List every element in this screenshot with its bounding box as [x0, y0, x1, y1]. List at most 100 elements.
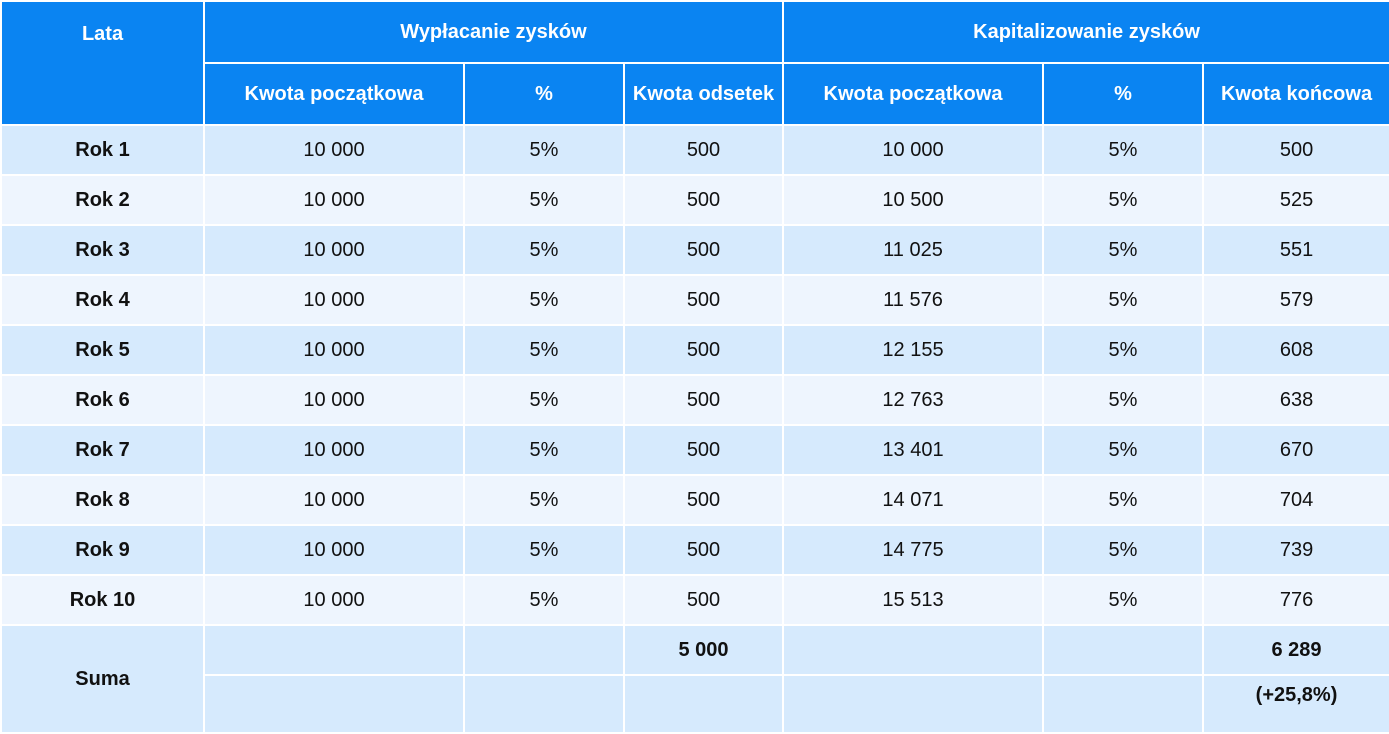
table-row: Rok 9 10 000 5% 500 14 775 5% 739	[0, 524, 1389, 576]
table-row: Rok 4 10 000 5% 500 11 576 5% 579	[0, 274, 1389, 326]
table-row: Rok 5 10 000 5% 500 12 155 5% 608	[0, 324, 1389, 376]
cap-start-cell: 10 500	[782, 174, 1044, 226]
table-row: Rok 8 10 000 5% 500 14 071 5% 704	[0, 474, 1389, 526]
table-row: Rok 7 10 000 5% 500 13 401 5% 670	[0, 424, 1389, 476]
payout-start-cell: 10 000	[203, 574, 465, 626]
payout-interest-cell: 500	[623, 174, 784, 226]
year-cell: Rok 5	[0, 324, 205, 376]
payout-pct-cell: 5%	[463, 324, 625, 376]
payout-pct-cell: 5%	[463, 424, 625, 476]
cap-pct-cell: 5%	[1042, 574, 1204, 626]
summary-empty-cell	[623, 674, 784, 734]
header-group-capitalize: Kapitalizowanie zysków	[781, 0, 1389, 64]
cap-end-cell: 551	[1201, 224, 1389, 276]
cap-start-cell: 15 513	[782, 574, 1044, 626]
header-cap-pct: %	[1042, 62, 1204, 126]
cap-end-cell: 776	[1201, 574, 1389, 626]
table-row: Rok 2 10 000 5% 500 10 500 5% 525	[0, 174, 1389, 226]
header-row-groups: Lata Wypłacanie zysków Kapitalizowanie z…	[0, 0, 1389, 126]
payout-start-cell: 10 000	[203, 174, 465, 226]
summary-row-totals: Suma 5 000 6 289	[0, 624, 1389, 734]
header-group-payout: Wypłacanie zysków	[203, 0, 784, 64]
summary-empty-cell	[1042, 674, 1204, 734]
summary-empty-cell	[782, 674, 1044, 734]
summary-empty-cell	[1042, 624, 1204, 676]
cap-pct-cell: 5%	[1042, 174, 1204, 226]
summary-row-gain: (+25,8%)	[1, 674, 1389, 734]
payout-interest-cell: 500	[623, 374, 784, 426]
cap-pct-cell: 5%	[1042, 124, 1204, 176]
table-row: Rok 10 10 000 5% 500 15 513 5% 776	[0, 574, 1389, 626]
cap-start-cell: 10 000	[782, 124, 1044, 176]
year-cell: Rok 3	[0, 224, 205, 276]
summary-capitalize-gain: (+25,8%)	[1201, 674, 1389, 734]
cap-end-cell: 638	[1201, 374, 1389, 426]
header-payout-start: Kwota początkowa	[203, 62, 465, 126]
payout-interest-cell: 500	[623, 574, 784, 626]
payout-pct-cell: 5%	[463, 374, 625, 426]
payout-start-cell: 10 000	[203, 424, 465, 476]
cap-end-cell: 739	[1201, 524, 1389, 576]
payout-interest-cell: 500	[623, 474, 784, 526]
cap-start-cell: 12 763	[782, 374, 1044, 426]
header-cap-start: Kwota początkowa	[782, 62, 1044, 126]
payout-start-cell: 10 000	[203, 324, 465, 376]
year-cell: Rok 2	[0, 174, 205, 226]
payout-start-cell: 10 000	[203, 374, 465, 426]
header-years: Lata	[0, 0, 205, 126]
payout-interest-cell: 500	[623, 324, 784, 376]
year-cell: Rok 4	[0, 274, 205, 326]
cap-start-cell: 11 576	[782, 274, 1044, 326]
payout-pct-cell: 5%	[463, 474, 625, 526]
year-cell: Rok 1	[0, 124, 205, 176]
summary-capitalize-total: 6 289	[1201, 624, 1389, 676]
year-cell: Rok 9	[0, 524, 205, 576]
payout-pct-cell: 5%	[463, 174, 625, 226]
cap-pct-cell: 5%	[1042, 224, 1204, 276]
payout-interest-cell: 500	[623, 124, 784, 176]
payout-interest-cell: 500	[623, 274, 784, 326]
summary-empty-cell	[203, 624, 465, 676]
cap-start-cell: 12 155	[782, 324, 1044, 376]
cap-end-cell: 608	[1201, 324, 1389, 376]
cap-pct-cell: 5%	[1042, 474, 1204, 526]
cap-pct-cell: 5%	[1042, 274, 1204, 326]
year-cell: Rok 7	[0, 424, 205, 476]
payout-pct-cell: 5%	[463, 124, 625, 176]
header-row-columns: Kwota początkowa % Kwota odsetek Kwota p…	[1, 62, 1389, 126]
table-row: Rok 6 10 000 5% 500 12 763 5% 638	[0, 374, 1389, 426]
payout-start-cell: 10 000	[203, 124, 465, 176]
header-payout-pct: %	[463, 62, 625, 126]
header-cap-end: Kwota końcowa	[1201, 62, 1389, 126]
payout-pct-cell: 5%	[463, 524, 625, 576]
payout-interest-cell: 500	[623, 524, 784, 576]
cap-end-cell: 500	[1201, 124, 1389, 176]
cap-end-cell: 704	[1201, 474, 1389, 526]
cap-end-cell: 670	[1201, 424, 1389, 476]
cap-end-cell: 579	[1201, 274, 1389, 326]
payout-start-cell: 10 000	[203, 524, 465, 576]
summary-empty-cell	[463, 674, 625, 734]
summary-empty-cell	[782, 624, 1044, 676]
payout-start-cell: 10 000	[203, 474, 465, 526]
payout-start-cell: 10 000	[203, 224, 465, 276]
cap-start-cell: 14 071	[782, 474, 1044, 526]
cap-pct-cell: 5%	[1042, 524, 1204, 576]
cap-start-cell: 13 401	[782, 424, 1044, 476]
cap-start-cell: 11 025	[782, 224, 1044, 276]
summary-empty-cell	[203, 674, 465, 734]
year-cell: Rok 10	[0, 574, 205, 626]
table-row: Rok 1 10 000 5% 500 10 000 5% 500	[0, 124, 1389, 176]
summary-empty-cell	[463, 624, 625, 676]
table-row: Rok 3 10 000 5% 500 11 025 5% 551	[0, 224, 1389, 276]
cap-start-cell: 14 775	[782, 524, 1044, 576]
payout-pct-cell: 5%	[463, 574, 625, 626]
cap-end-cell: 525	[1201, 174, 1389, 226]
cap-pct-cell: 5%	[1042, 324, 1204, 376]
payout-start-cell: 10 000	[203, 274, 465, 326]
payout-pct-cell: 5%	[463, 224, 625, 276]
year-cell: Rok 6	[0, 374, 205, 426]
payout-pct-cell: 5%	[463, 274, 625, 326]
summary-payout-total: 5 000	[623, 624, 784, 676]
